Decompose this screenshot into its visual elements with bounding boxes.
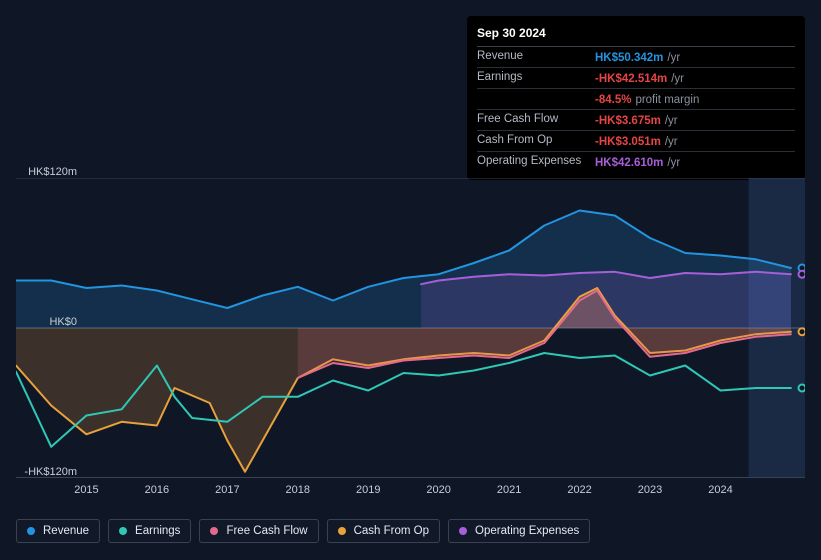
x-axis-label: 2017: [215, 484, 239, 496]
legend-label: Earnings: [135, 525, 180, 537]
legend-swatch: [27, 527, 35, 535]
info-row: RevenueHK$50.342m/yr: [477, 47, 795, 68]
y-axis-label: HK$120m: [22, 166, 77, 178]
info-row-value: HK$42.610m/yr: [595, 155, 680, 169]
info-row-value: -HK$3.675m/yr: [595, 113, 678, 127]
chart-legend: Revenue Earnings Free Cash Flow Cash From O…: [16, 519, 590, 543]
legend-item-revenue[interactable]: Revenue: [16, 519, 100, 543]
legend-swatch: [210, 527, 218, 535]
legend-label: Free Cash Flow: [226, 525, 307, 537]
legend-label: Revenue: [43, 525, 89, 537]
legend-item-operating-expenses[interactable]: Operating Expenses: [448, 519, 590, 543]
info-row-value: -HK$3.051m/yr: [595, 134, 678, 148]
x-axis-label: 2024: [708, 484, 732, 496]
chart-x-axis: 2015 2016 2017 2018 2019 2020 2021 2022 2023 2024: [16, 478, 805, 498]
info-row: Free Cash Flow-HK$3.675m/yr: [477, 110, 795, 131]
x-axis-label: 2016: [145, 484, 169, 496]
x-axis-label: 2018: [286, 484, 310, 496]
end-marker: [799, 328, 806, 335]
legend-swatch: [459, 527, 467, 535]
x-axis-label: 2023: [638, 484, 662, 496]
info-row: -84.5%profit margin: [477, 89, 795, 110]
info-row: Earnings-HK$42.514m/yr: [477, 68, 795, 89]
end-marker: [799, 385, 806, 392]
y-axis-label: -HK$120m: [22, 466, 77, 478]
info-row-label: Free Cash Flow: [477, 113, 595, 127]
info-row: Cash From Op-HK$3.051m/yr: [477, 131, 795, 152]
info-row-label: Operating Expenses: [477, 155, 595, 169]
y-axis-label: HK$0: [22, 316, 77, 328]
info-row: Operating ExpensesHK$42.610m/yr: [477, 152, 795, 172]
info-row-label: Earnings: [477, 71, 595, 85]
datapoint-info-box: Sep 30 2024 RevenueHK$50.342m/yrEarnings…: [467, 16, 805, 180]
legend-item-cash-from-op[interactable]: Cash From Op: [327, 519, 440, 543]
info-row-label: [477, 92, 595, 106]
info-row-label: Cash From Op: [477, 134, 595, 148]
legend-item-earnings[interactable]: Earnings: [108, 519, 191, 543]
legend-label: Operating Expenses: [475, 525, 579, 537]
x-axis-label: 2020: [426, 484, 450, 496]
info-box-date: Sep 30 2024: [477, 22, 795, 47]
x-axis-label: 2015: [74, 484, 98, 496]
info-row-value: -HK$42.514m/yr: [595, 71, 684, 85]
chart-area: HK$120mHK$0-HK$120m 20152016201720182019…: [16, 178, 805, 498]
legend-item-free-cash-flow[interactable]: Free Cash Flow: [199, 519, 318, 543]
info-row-value: -84.5%profit margin: [595, 92, 699, 106]
x-axis-label: 2022: [567, 484, 591, 496]
x-axis-label: 2021: [497, 484, 521, 496]
chart-plot[interactable]: [16, 178, 805, 478]
legend-label: Cash From Op: [354, 525, 429, 537]
legend-swatch: [338, 527, 346, 535]
info-row-value: HK$50.342m/yr: [595, 50, 680, 64]
info-row-label: Revenue: [477, 50, 595, 64]
financial-chart-root: Sep 30 2024 RevenueHK$50.342m/yrEarnings…: [0, 0, 821, 560]
x-axis-label: 2019: [356, 484, 380, 496]
legend-swatch: [119, 527, 127, 535]
end-marker: [799, 271, 806, 278]
